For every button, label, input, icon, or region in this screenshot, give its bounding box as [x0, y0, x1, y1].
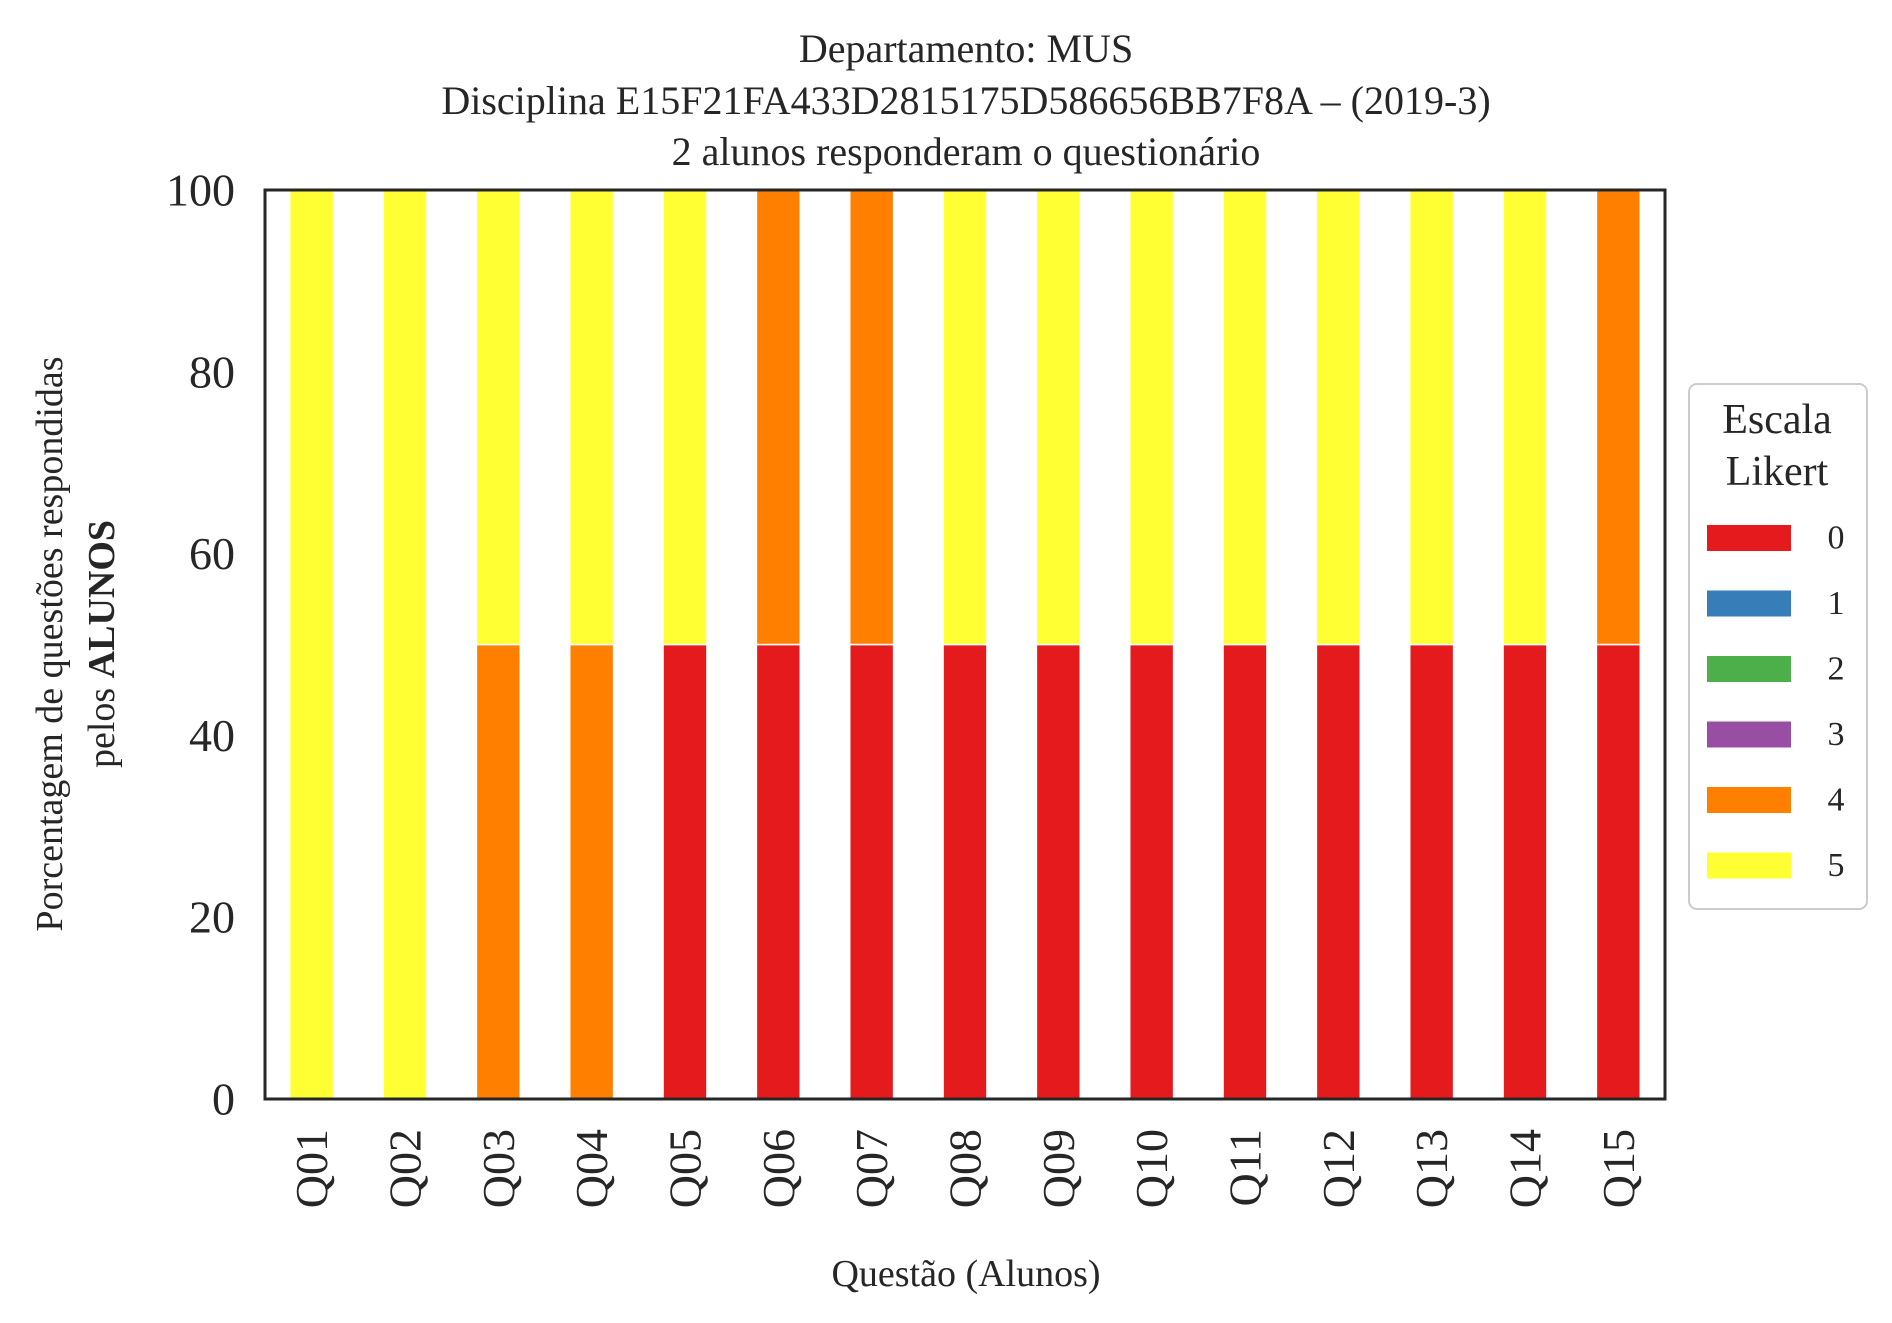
- bar-segment-Q01-scale-5: [288, 189, 335, 1100]
- bar-segment-Q10-scale-5: [1128, 189, 1175, 646]
- legend-swatch-1: [1707, 590, 1791, 617]
- x-axis-label: Questão (Alunos): [831, 1253, 1100, 1295]
- bar-segment-Q09-scale-5: [1035, 189, 1082, 646]
- bar-segment-Q04-scale-5: [568, 189, 615, 646]
- bar-segment-Q11-scale-0: [1222, 643, 1268, 1100]
- legend-title-line-2: Likert: [1726, 449, 1829, 495]
- bars-group: [288, 189, 1642, 1100]
- y-tick-label-0: 0: [212, 1074, 235, 1125]
- x-tick-label-Q09: Q09: [1033, 1129, 1084, 1208]
- bar-segment-Q13-scale-0: [1408, 643, 1455, 1100]
- y-tick-label-60: 60: [189, 528, 235, 579]
- legend-title-line-1: Escala: [1722, 397, 1832, 443]
- legend-label-1: 1: [1828, 585, 1845, 622]
- legend-items: 0 1 2 3 4 5: [1707, 520, 1845, 884]
- y-tick-label-80: 80: [189, 346, 235, 397]
- bar-segment-Q12-scale-5: [1315, 189, 1362, 646]
- chart-title: Departamento: MUS Disciplina E15F21FA433…: [441, 26, 1490, 174]
- y-tick-label-40: 40: [189, 710, 235, 761]
- bar-segment-Q15-scale-4: [1595, 189, 1642, 646]
- y-axis-label-line-2: pelos ALUNOS: [81, 520, 123, 768]
- x-tick-label-Q10: Q10: [1126, 1129, 1177, 1208]
- bar-segment-Q03-scale-4: [475, 643, 522, 1100]
- bar-segment-Q03-scale-5: [475, 189, 522, 646]
- legend-label-0: 0: [1828, 520, 1845, 557]
- title-line-2: Disciplina E15F21FA433D2815175D586656BB7…: [441, 78, 1490, 123]
- x-tick-label-Q01: Q01: [286, 1129, 337, 1208]
- legend-swatch-4: [1707, 787, 1791, 813]
- legend-label-3: 3: [1828, 716, 1845, 753]
- bar-segment-Q14-scale-5: [1502, 189, 1548, 646]
- legend-swatch-0: [1707, 525, 1791, 551]
- x-tick-label-Q04: Q04: [566, 1129, 617, 1208]
- legend-swatch-3: [1707, 721, 1791, 748]
- legend-box: [1688, 383, 1868, 910]
- title-line-1: Departamento: MUS: [799, 26, 1133, 71]
- bar-segment-Q15-scale-0: [1595, 643, 1642, 1100]
- x-axis-ticks: Q01 Q02 Q03 Q04 Q05 Q06 Q07 Q08 Q09 Q10 Q11 Q12 Q13 Q…: [286, 1129, 1644, 1208]
- bar-segment-Q04-scale-4: [568, 643, 615, 1100]
- y-axis-label: Porcentagem de questões respondidas pelo…: [29, 356, 123, 931]
- bar-segment-Q05-scale-0: [662, 643, 708, 1100]
- x-tick-label-Q05: Q05: [660, 1129, 711, 1208]
- bar-segment-Q08-scale-0: [942, 643, 988, 1100]
- y-axis-label-bold: ALUNOS: [81, 520, 123, 678]
- x-tick-label-Q15: Q15: [1593, 1129, 1644, 1208]
- x-tick-label-Q12: Q12: [1313, 1129, 1364, 1208]
- bar-segment-Q06-scale-0: [755, 643, 802, 1100]
- legend-label-2: 2: [1828, 651, 1845, 688]
- x-tick-label-Q07: Q07: [846, 1129, 897, 1208]
- legend-swatch-2: [1707, 656, 1791, 682]
- y-axis-ticks: 0 20 40 60 80 100: [166, 165, 235, 1125]
- y-axis-label-line-1: Porcentagem de questões respondidas: [29, 356, 71, 931]
- bar-segment-Q06-scale-4: [755, 189, 802, 646]
- x-tick-label-Q11: Q11: [1220, 1129, 1271, 1207]
- bar-segment-Q12-scale-0: [1315, 643, 1362, 1100]
- y-axis-label-prefix: pelos: [81, 678, 123, 768]
- bar-segment-Q13-scale-5: [1408, 189, 1455, 646]
- bar-segment-Q14-scale-0: [1502, 643, 1548, 1100]
- bar-segment-Q07-scale-4: [848, 189, 895, 646]
- bar-segment-Q10-scale-0: [1128, 643, 1175, 1100]
- legend-swatch-5: [1707, 852, 1791, 879]
- bar-segment-Q05-scale-5: [662, 189, 708, 646]
- x-tick-label-Q13: Q13: [1406, 1129, 1457, 1208]
- y-tick-label-20: 20: [189, 892, 235, 943]
- x-tick-label-Q14: Q14: [1500, 1129, 1551, 1208]
- x-tick-label-Q02: Q02: [380, 1129, 431, 1208]
- x-tick-label-Q06: Q06: [753, 1129, 804, 1208]
- legend-label-5: 5: [1828, 847, 1845, 884]
- bar-segment-Q02-scale-5: [382, 189, 428, 1100]
- bar-segment-Q11-scale-5: [1222, 189, 1268, 646]
- x-tick-label-Q08: Q08: [940, 1129, 991, 1208]
- legend: Escala Likert 0 1 2 3 4 5: [1688, 383, 1868, 910]
- bar-segment-Q08-scale-5: [942, 189, 988, 646]
- legend-label-4: 4: [1828, 782, 1845, 819]
- y-tick-label-100: 100: [166, 165, 235, 216]
- bar-segment-Q09-scale-0: [1035, 643, 1082, 1100]
- plot-frame: [263, 188, 1667, 1101]
- bar-segment-Q07-scale-0: [848, 643, 895, 1100]
- title-line-3: 2 alunos responderam o questionário: [672, 129, 1261, 174]
- x-tick-label-Q03: Q03: [473, 1129, 524, 1208]
